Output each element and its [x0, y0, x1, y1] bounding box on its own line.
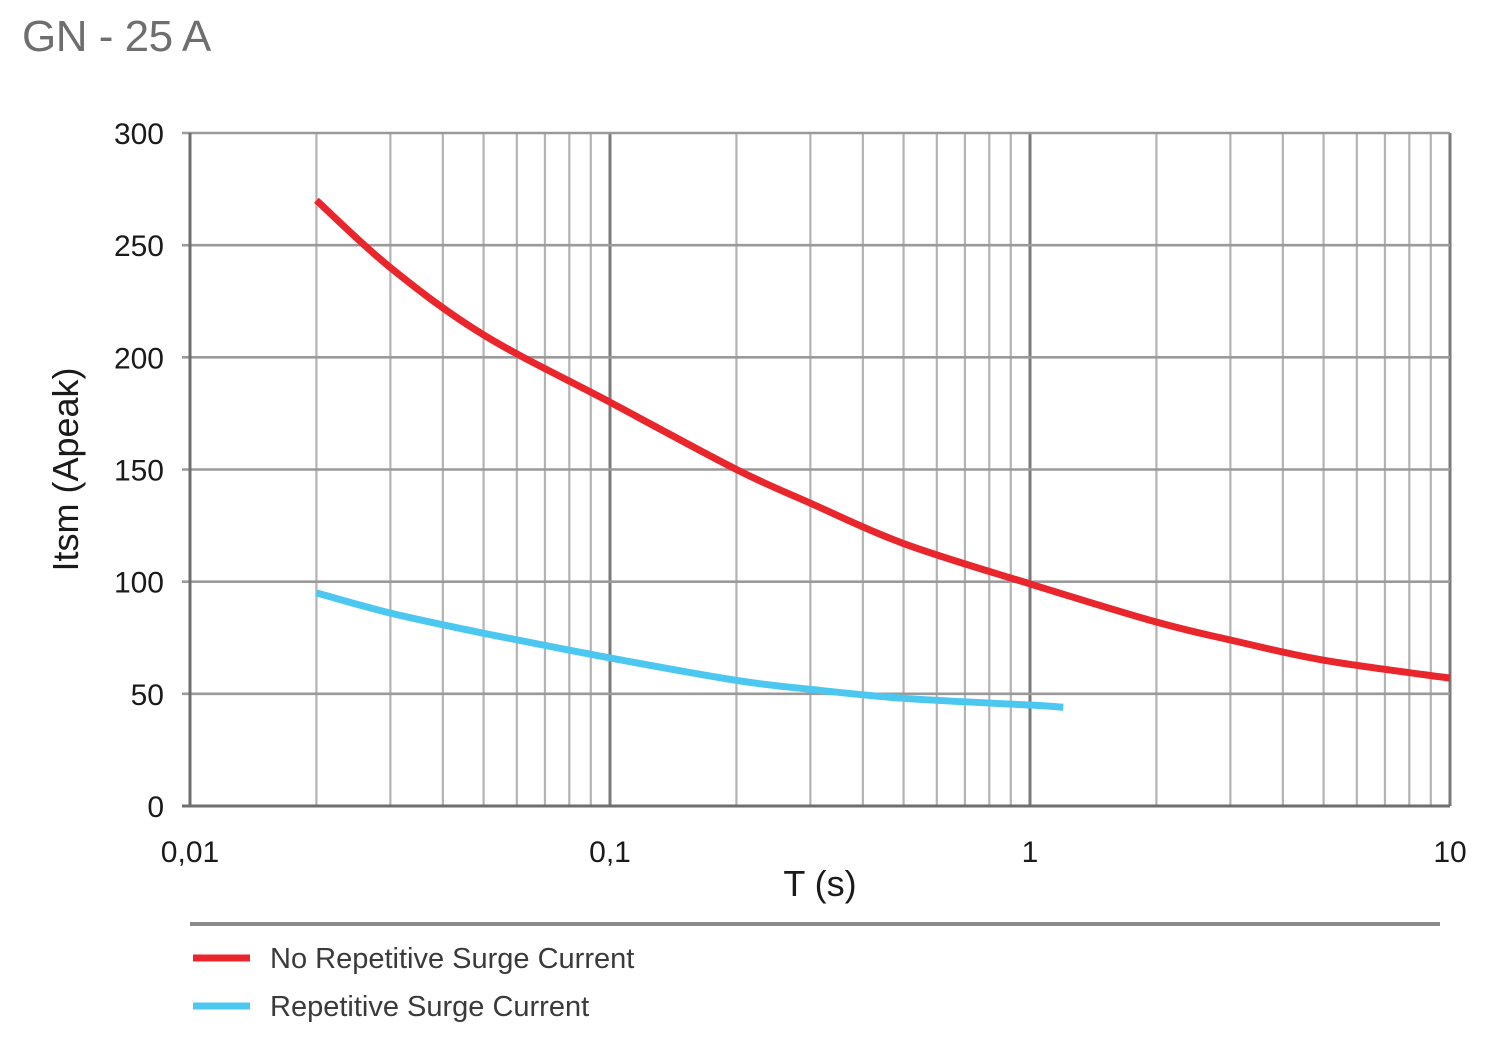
- chart-title: GN - 25 A: [22, 12, 211, 61]
- y-tick-label: 0: [147, 791, 164, 824]
- legend: No Repetitive Surge Current Repetitive Su…: [190, 922, 1440, 1023]
- legend-label: Repetitive Surge Current: [270, 991, 589, 1023]
- y-tick-label: 300: [114, 118, 164, 151]
- grid: [182, 131, 1452, 808]
- x-tick-label: 0,1: [589, 836, 631, 869]
- series-line: [315, 589, 1064, 711]
- x-axis-label: T (s): [783, 863, 856, 904]
- x-axis-tick-labels: 0,01 0,1 1 10: [161, 836, 1467, 869]
- y-tick-label: 50: [131, 679, 164, 712]
- y-tick-label: 200: [114, 342, 164, 375]
- x-tick-label: 0,01: [161, 836, 219, 869]
- series-line: [314, 197, 1451, 682]
- y-axis-tick-labels: 0 50 100 150 200 250 300: [114, 118, 164, 824]
- y-tick-label: 250: [114, 230, 164, 263]
- legend-label: No Repetitive Surge Current: [270, 943, 634, 975]
- y-axis-label: Itsm (Apeak): [45, 367, 86, 571]
- series-layer: [314, 197, 1451, 711]
- x-tick-label: 1: [1022, 836, 1039, 869]
- y-tick-label: 150: [114, 455, 164, 488]
- y-tick-label: 100: [114, 567, 164, 600]
- x-tick-label: 10: [1433, 836, 1466, 869]
